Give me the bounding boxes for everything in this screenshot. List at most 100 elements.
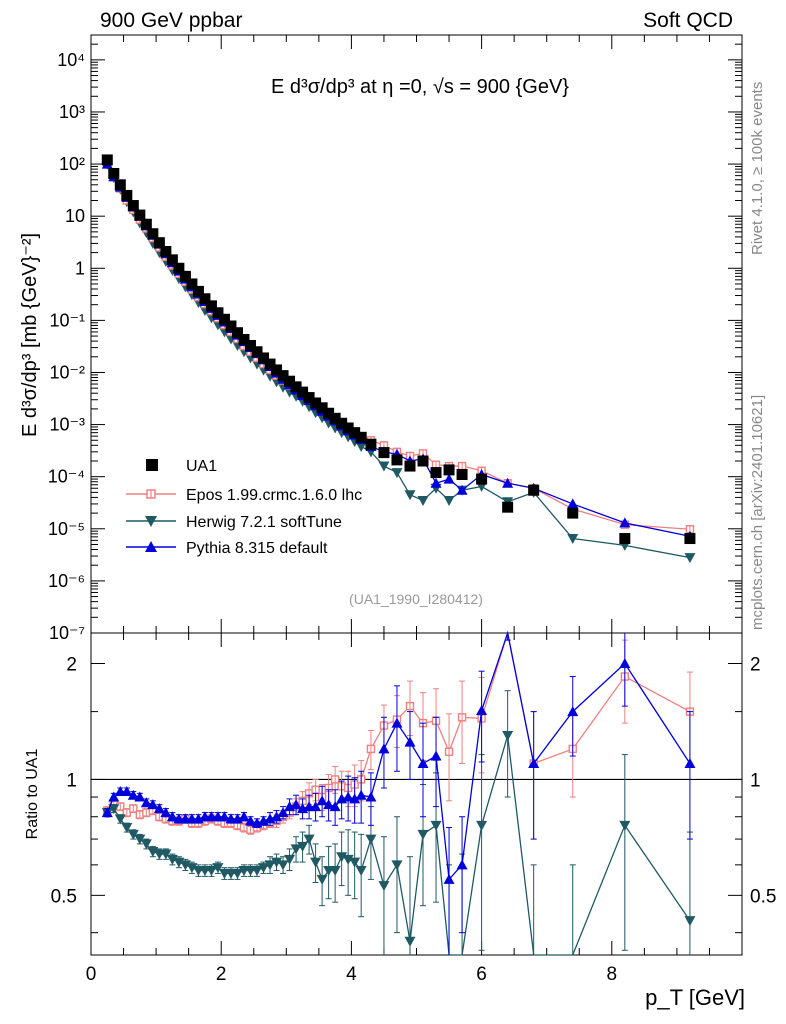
- ratio-point-herwig: [205, 866, 217, 877]
- main-point-ua1: [114, 179, 126, 191]
- ratio-point-herwig: [264, 860, 276, 871]
- main-point-herwig: [378, 461, 390, 472]
- legend: UA1 Epos 1.99.crmc.1.6.0 lhc Herwig 7.2.…: [126, 458, 362, 557]
- ratio-point-pythia: [443, 873, 455, 884]
- main-ylabel: E d³σ/dp³ [mb {GeV}⁻²]: [19, 233, 41, 437]
- ratio-series-pythia: [101, 630, 696, 955]
- main-point-ua1: [456, 469, 468, 481]
- ratio-point-pythia: [127, 789, 139, 800]
- main-axis-ticks: 10⁴ 10³ 10² 10 1 10⁻¹ 10⁻² 10⁻³ 10⁻⁴ 10⁻⁵ 10⁻⁶ 10⁻⁷: [48, 34, 743, 643]
- legend-herwig-label: Herwig 7.2.1 softTune: [186, 514, 342, 531]
- main-ytick-label: 10⁻⁵: [48, 519, 85, 539]
- main-point-pythia: [430, 477, 442, 488]
- ratio-point-pythia: [160, 807, 172, 818]
- main-ytick-label: 10⁻¹: [49, 310, 85, 330]
- ratio-point-herwig: [430, 820, 442, 831]
- main-point-pythia: [456, 484, 468, 495]
- analysis-watermark: (UA1_1990_I280412): [349, 591, 483, 607]
- main-point-ua1: [153, 237, 165, 249]
- main-point-ua1: [297, 386, 309, 398]
- main-point-ua1: [179, 270, 191, 282]
- ratio-point-herwig: [258, 863, 270, 874]
- ratio-point-herwig: [271, 857, 283, 868]
- ratio-point-pythia: [378, 743, 390, 754]
- main-point-herwig: [417, 495, 429, 506]
- ratio-point-herwig: [121, 823, 133, 834]
- main-point-herwig: [443, 495, 455, 506]
- main-point-ua1: [251, 346, 263, 358]
- ratio-ylabel: Ratio to UA1: [24, 749, 41, 840]
- main-ytick-label: 10: [65, 206, 85, 226]
- ratio-point-herwig: [290, 844, 302, 855]
- main-point-ua1: [404, 460, 416, 472]
- main-point-ua1: [199, 293, 211, 305]
- main-ytick-label: 10⁻²: [49, 362, 85, 382]
- ratio-point-herwig: [173, 857, 185, 868]
- main-title: E d³σ/dp³ at η =0, √s = 900 {GeV}: [271, 76, 569, 98]
- main-point-ua1: [166, 254, 178, 266]
- ratio-point-pythia: [244, 815, 256, 826]
- main-point-ua1: [310, 397, 322, 409]
- ratio-point-herwig: [365, 834, 377, 845]
- main-point-pythia: [443, 473, 455, 484]
- ratio-point-herwig: [316, 874, 328, 885]
- ratio-point-pythia: [147, 799, 159, 810]
- ratio-ytick-label: 2: [66, 654, 77, 675]
- legend-epos-label: Epos 1.99.crmc.1.6.0 lhc: [186, 487, 362, 504]
- ratio-point-pythia: [323, 799, 335, 810]
- ratio-ytick-label: 0.5: [51, 886, 77, 907]
- main-point-ua1: [212, 307, 224, 319]
- main-point-ua1: [502, 501, 514, 513]
- main-point-ua1: [417, 455, 429, 467]
- ratio-point-pythia: [277, 807, 289, 818]
- main-series-pythia: [101, 158, 696, 541]
- main-point-ua1: [323, 407, 335, 419]
- main-point-ua1: [225, 320, 237, 332]
- main-ytick-label: 10³: [59, 102, 85, 122]
- ratio-point-herwig: [349, 857, 361, 868]
- main-point-ua1: [271, 364, 283, 376]
- main-point-ua1: [238, 333, 250, 345]
- ratio-point-pythia: [342, 791, 354, 802]
- ratio-point-herwig: [231, 868, 243, 879]
- main-point-ua1: [244, 339, 256, 351]
- ratio-point-pythia: [329, 801, 341, 812]
- main-point-pythia: [567, 498, 579, 509]
- main-point-ua1: [205, 300, 217, 312]
- ratio-point-pythia: [355, 789, 367, 800]
- ratio-panel-frame: [90, 632, 743, 956]
- ratio-point-pythia: [166, 811, 178, 822]
- ratio-point-pythia: [218, 811, 230, 822]
- ratio-point-herwig: [108, 804, 120, 815]
- main-ytick-label: 10⁻⁶: [48, 571, 85, 591]
- ratio-point-herwig: [336, 852, 348, 863]
- ratio-point-pythia: [121, 786, 133, 797]
- main-point-ua1: [342, 422, 354, 434]
- main-point-ua1: [528, 484, 540, 496]
- ratio-ytick-label-right: 1: [750, 770, 761, 791]
- main-point-ua1: [218, 313, 230, 325]
- ratio-point-herwig: [684, 916, 696, 927]
- main-point-ua1: [443, 464, 455, 476]
- main-ytick-label: 1: [75, 258, 85, 278]
- ratio-point-herwig: [355, 866, 367, 877]
- ratio-point-herwig: [342, 854, 354, 865]
- main-point-ua1: [303, 392, 315, 404]
- main-point-ua1: [108, 167, 120, 179]
- main-point-ua1: [121, 189, 133, 201]
- main-line-pythia: [106, 163, 691, 537]
- ratio-point-pythia: [316, 795, 328, 806]
- ratio-point-herwig: [310, 857, 322, 868]
- main-point-pythia: [619, 517, 631, 528]
- ratio-line-epos: [106, 632, 691, 831]
- ratio-point-herwig: [284, 854, 296, 865]
- ratio-point-pythia: [271, 811, 283, 822]
- main-point-ua1: [173, 262, 185, 274]
- ratio-point-pythia: [417, 757, 429, 768]
- ratio-xtick-label: 6: [476, 964, 487, 985]
- main-point-ua1: [336, 417, 348, 429]
- main-point-ua1: [258, 352, 270, 364]
- ratio-point-herwig: [166, 854, 178, 865]
- main-point-ua1: [127, 200, 139, 212]
